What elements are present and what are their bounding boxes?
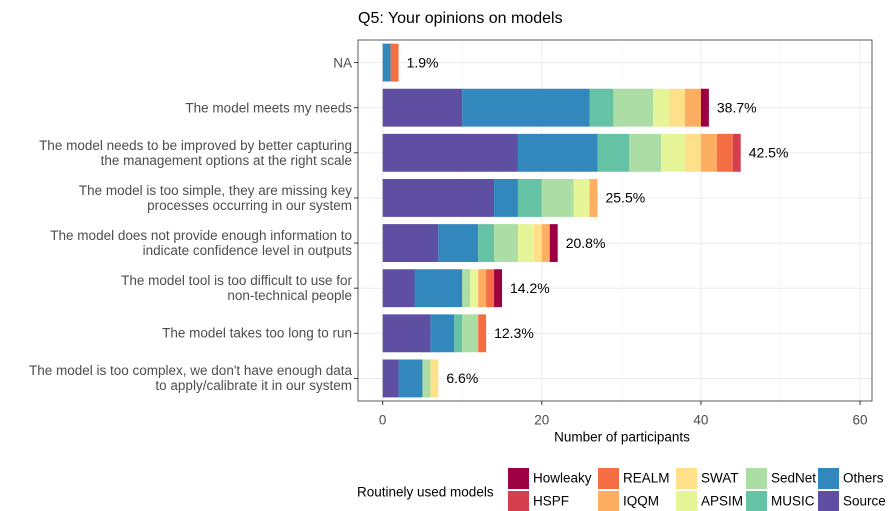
bar-annotation: 12.3% [494,325,534,341]
legend-label: APSIM [701,494,743,509]
chart-title: Q5: Your opinions on models [358,10,563,27]
bar-segment [700,133,717,172]
bar-segment [486,269,495,308]
legend-swatch [508,491,529,511]
bar-annotation: 38.7% [717,99,757,115]
bar-segment [478,269,487,308]
bar-segment [382,314,431,353]
bar-segment [454,314,463,353]
bar-segment [382,359,399,398]
bar-segment [613,88,654,127]
bar-segment [629,133,662,172]
bar-segment [478,224,495,263]
bar-segment [716,133,733,172]
x-tick-label: 20 [534,413,549,428]
legend-label: Source [843,494,886,509]
legend-label: MUSIC [771,494,815,509]
bar-segment [541,178,574,217]
bar-segment [685,133,701,172]
bar-segment [597,133,630,172]
legend-swatch [508,468,529,489]
legend-label: IQQM [623,494,659,509]
bar-segment [541,224,550,263]
bar-segment [573,178,590,217]
bar-segment [549,224,558,263]
y-tick-label: The model meets my needs [185,100,352,116]
legend-swatch [598,468,619,489]
y-tick-label: The model does not provide enough inform… [50,228,352,259]
bar-annotation: 20.8% [566,235,606,251]
bar-annotation: 25.5% [605,190,645,206]
bar-segment [478,314,487,353]
bar-segment [462,314,479,353]
y-tick-label: NA [333,55,352,71]
bar-segment [382,269,415,308]
legend-label: Howleaky [533,471,592,486]
legend-label: SedNet [771,471,816,486]
bar-segment [382,178,495,217]
y-tick-label: The model is too simple, they are missin… [78,182,352,213]
bar-segment [390,43,399,82]
bar-segment [430,359,439,398]
bar-segment [589,178,598,217]
bar-segment [517,133,598,172]
legend-swatch [818,491,839,511]
bar-segment [462,88,590,127]
bar-segment [732,133,741,172]
bar-segment [494,178,518,217]
bar-segment [533,224,542,263]
y-tick-label: The model needs to be improved by better… [39,137,352,168]
legend-label: REALM [623,471,670,486]
y-tick-label: The model tool is too difficult to use f… [121,273,352,304]
bar-segment [517,224,534,263]
y-tick-label: The model is too complex, we don't have … [28,363,352,394]
legend-swatch [746,468,767,489]
bar-segment [669,88,686,127]
bar-segment [589,88,614,127]
bar-segment [517,178,542,217]
bar-segment [382,224,439,263]
bar-annotation: 1.9% [407,54,439,70]
bar-segment [462,269,471,308]
bar-segment [422,359,431,398]
legend-swatch [676,468,697,489]
legend-label: HSPF [533,494,569,509]
legend-label: SWAT [701,471,739,486]
bar-annotation: 42.5% [749,145,789,161]
legend-title: Routinely used models [357,485,494,500]
bar-segment [653,88,670,127]
legend-label: Others [843,471,884,486]
bar-segment [398,359,423,398]
x-tick-label: 0 [379,413,387,428]
bar-segment [382,88,463,127]
bar-annotation: 14.2% [510,280,550,296]
legend-swatch [676,491,697,511]
y-tick-label: The model takes too long to run [162,325,352,341]
bar-segment [494,269,503,308]
bar-segment [700,88,709,127]
bar-segment [685,88,701,127]
x-tick-label: 40 [693,413,708,428]
legend-swatch [818,468,839,489]
plot-border [357,39,873,402]
bar-annotation: 6.6% [446,370,478,386]
bar-segment [661,133,686,172]
bar-segment [414,269,463,308]
bar-segment [430,314,455,353]
bar-segment [382,133,518,172]
legend-swatch [746,491,767,511]
x-tick-label: 60 [853,413,868,428]
bar-segment [494,224,518,263]
x-axis-label: Number of participants [554,430,690,445]
bar-segment [382,43,391,82]
bar-segment [470,269,479,308]
legend-swatch [598,491,619,511]
bar-segment [438,224,479,263]
